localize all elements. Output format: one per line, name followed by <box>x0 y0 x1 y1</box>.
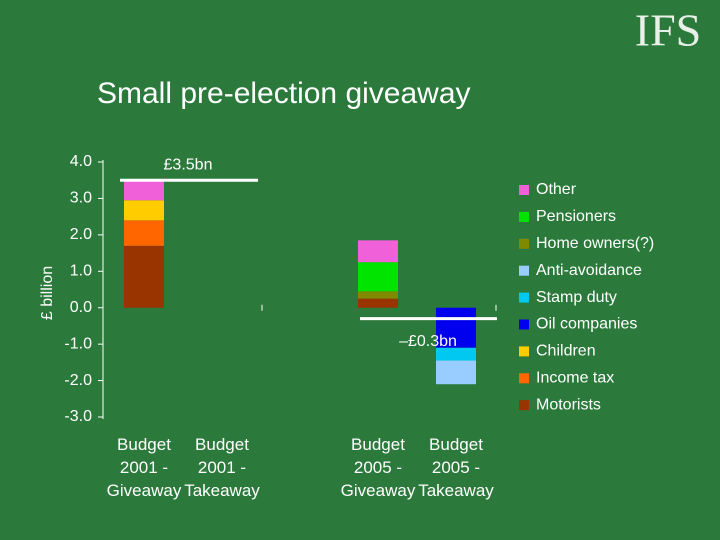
legend-label: Pensioners <box>536 208 616 225</box>
legend-label: Children <box>536 343 596 360</box>
legend-label: Other <box>536 181 577 198</box>
legend-label: Oil companies <box>536 316 637 333</box>
bar-segment <box>358 240 398 263</box>
x-tick-label: Budget 2001 - Takeaway <box>184 435 260 500</box>
legend-swatch <box>519 319 529 330</box>
legend-label: Income tax <box>536 370 614 387</box>
y-tick-label: 1.0 <box>70 263 92 280</box>
x-tick-label: Budget 2005 - Giveaway <box>340 435 416 500</box>
legend-swatch <box>519 346 529 357</box>
annotation: £3.5bn <box>164 156 213 173</box>
y-tick-label: -1.0 <box>64 335 92 352</box>
x-tick-label: Budget 2005 - Takeaway <box>418 435 494 500</box>
y-axis-label: £ billion <box>39 266 56 320</box>
chart-title: Small pre-election giveaway <box>97 77 471 110</box>
bar-segment <box>358 291 398 299</box>
legend-label: Stamp duty <box>536 289 617 306</box>
legend-label: Motorists <box>536 396 601 413</box>
y-tick-label: 2.0 <box>70 226 92 243</box>
bar-segment <box>358 262 398 292</box>
legend-swatch <box>519 238 529 249</box>
legend-swatch <box>519 373 529 384</box>
y-tick-label: 0.0 <box>70 299 92 316</box>
logo: IFS <box>635 5 701 56</box>
legend-swatch <box>519 265 529 276</box>
y-tick-label: 3.0 <box>70 190 92 207</box>
legend-swatch <box>519 400 529 411</box>
bar-segment <box>124 245 164 308</box>
legend-swatch <box>519 185 529 195</box>
x-tick-label: Budget 2001 - Giveaway <box>106 435 182 500</box>
legend-label: Anti-avoidance <box>536 262 642 279</box>
annotation: –£0.3bn <box>399 333 457 350</box>
legend-swatch <box>519 292 529 303</box>
y-tick-label: -2.0 <box>64 372 92 389</box>
bar-segment <box>358 298 398 308</box>
y-tick-label: 4.0 <box>70 153 92 170</box>
bar-segment <box>124 200 164 221</box>
bar-segment <box>124 180 164 201</box>
y-tick-label: -3.0 <box>64 408 92 425</box>
legend-swatch <box>519 211 529 222</box>
legend-label: Home owners(?) <box>536 235 654 252</box>
bar-segment <box>436 347 476 361</box>
bar-segment <box>436 360 476 385</box>
bar-segment <box>436 307 476 348</box>
bar-segment <box>124 220 164 246</box>
